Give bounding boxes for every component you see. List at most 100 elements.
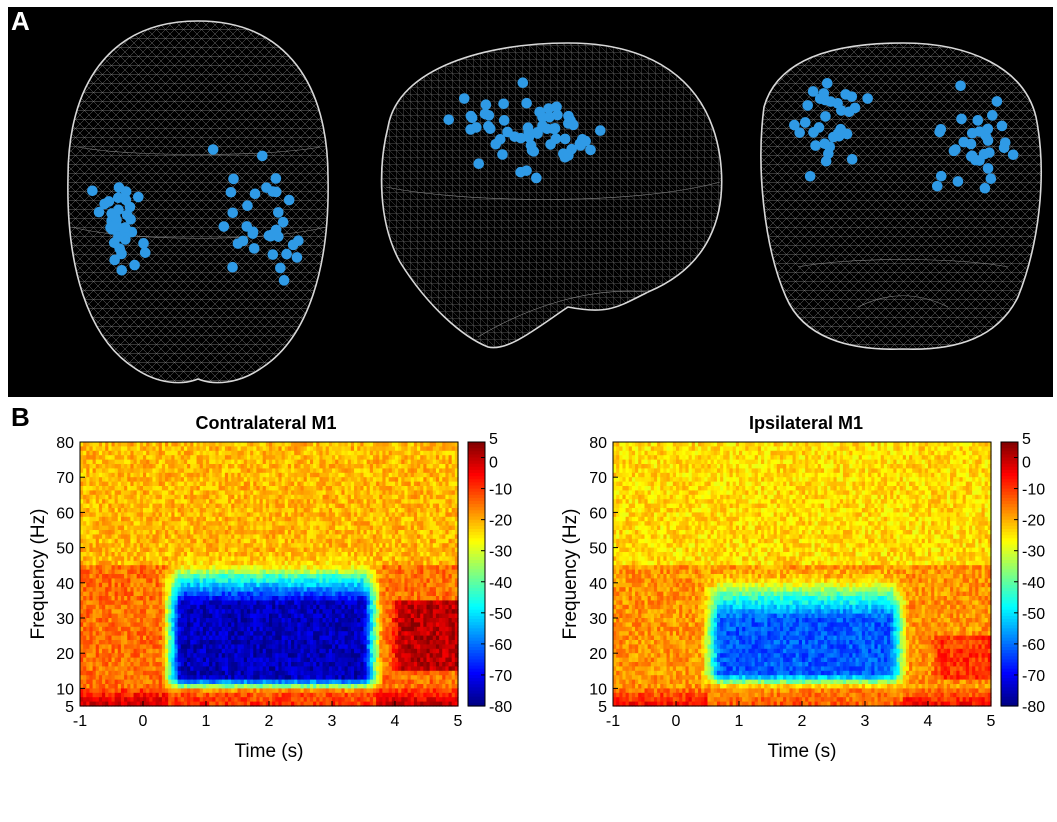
heatmap-cell — [86, 508, 91, 513]
heatmap-cell — [80, 679, 84, 685]
heatmap-cell — [108, 653, 113, 659]
electrode-dot — [522, 122, 534, 134]
heatmap-cell — [114, 701, 119, 707]
heatmap-cell — [80, 635, 84, 641]
heatmap-cell — [92, 472, 97, 478]
heatmap-cell — [83, 657, 87, 663]
heatmap-cell — [83, 675, 87, 681]
heatmap-cell — [111, 670, 116, 676]
heatmap-cell — [105, 631, 109, 637]
heatmap-cell — [114, 675, 119, 681]
heatmap-cell — [117, 508, 122, 513]
electrode-dot — [249, 188, 261, 200]
electrode-dot — [497, 149, 508, 160]
heatmap-cell — [111, 468, 116, 474]
electrode-dot — [517, 77, 529, 88]
heatmap-cell — [95, 472, 100, 478]
heatmap-cell — [89, 446, 94, 452]
heatmap-cell — [120, 631, 125, 637]
electrode-dot — [987, 110, 998, 121]
heatmap-cell — [95, 635, 100, 641]
heatmap-cell — [86, 490, 91, 496]
heatmap-cell — [105, 450, 109, 456]
heatmap-cell — [80, 648, 84, 654]
heatmap-cell — [98, 508, 103, 513]
heatmap-cell — [102, 552, 106, 557]
heatmap-cell — [83, 490, 87, 496]
heatmap-cell — [108, 684, 113, 689]
heatmap-cell — [117, 560, 122, 566]
heatmap-cell — [105, 481, 109, 487]
heatmap-cell — [92, 477, 97, 483]
heatmap-cell — [80, 472, 84, 478]
heatmap-cell — [83, 534, 87, 540]
heatmap-cell — [83, 653, 87, 659]
heatmap-cell — [83, 530, 87, 535]
heatmap-cell — [102, 547, 106, 553]
heatmap-cell — [98, 613, 103, 619]
heatmap-cell — [86, 635, 91, 641]
heatmap-cell — [80, 600, 84, 606]
heatmap-cell — [83, 670, 87, 676]
electrode-dot — [948, 145, 960, 157]
electrode-dot — [818, 88, 830, 99]
heatmap-cell — [114, 565, 119, 571]
heatmap-cell — [111, 574, 116, 579]
heatmap-cell — [95, 490, 100, 496]
heatmap-cell — [86, 675, 91, 681]
heatmap-cell — [80, 521, 84, 527]
heatmap-cell — [117, 446, 122, 452]
heatmap-cell — [89, 697, 94, 703]
electrode-dot — [465, 124, 476, 135]
heatmap-cell — [114, 490, 119, 496]
heatmap-cell — [98, 569, 103, 575]
panel-a-head-views — [8, 7, 1053, 397]
heatmap-cell — [114, 543, 119, 549]
electrode-dot — [998, 142, 1010, 154]
heatmap-cell — [98, 543, 103, 549]
heatmap-cell — [111, 464, 116, 469]
heatmap-cell — [83, 578, 87, 584]
heatmap-cell — [80, 675, 84, 681]
heatmap-cell — [95, 670, 100, 676]
heatmap-cell — [89, 679, 94, 685]
heatmap-cell — [117, 499, 122, 505]
electrode-dot — [531, 172, 542, 184]
heatmap-cell — [108, 565, 113, 571]
heatmap-cell — [120, 450, 125, 456]
heatmap-cell — [80, 684, 84, 689]
heatmap-cell — [108, 657, 113, 663]
heatmap-cell — [124, 464, 128, 469]
heatmap-cell — [108, 516, 113, 522]
heatmap-cell — [127, 468, 131, 474]
heatmap-cell — [114, 596, 119, 601]
heatmap-cell — [102, 569, 106, 575]
heatmap-cell — [117, 648, 122, 654]
heatmap-cell — [117, 472, 122, 478]
heatmap-cell — [95, 675, 100, 681]
heatmap-cell — [114, 618, 119, 623]
heatmap-cell — [127, 481, 131, 487]
electrode-dot — [804, 170, 816, 182]
heatmap-cell — [120, 657, 125, 663]
heatmap-cell — [102, 613, 106, 619]
heatmap-cell — [92, 503, 97, 509]
heatmap-cell — [102, 600, 106, 606]
electrode-dot — [263, 230, 275, 241]
heatmap-cell — [80, 644, 84, 650]
heatmap-cell — [80, 582, 84, 588]
heatmap-cell — [86, 530, 91, 535]
heatmap-cell — [102, 490, 106, 496]
electrode-dot — [138, 238, 149, 249]
heatmap-cell — [111, 697, 116, 703]
heatmap-cell — [80, 490, 84, 496]
heatmap-cell — [83, 503, 87, 509]
plot-title-contralateral: Contralateral M1 — [195, 413, 337, 433]
heatmap-cell — [120, 525, 125, 531]
heatmap-cell — [117, 569, 122, 575]
heatmap-cell — [105, 464, 109, 469]
heatmap-cell — [95, 560, 100, 566]
heatmap-cell — [98, 578, 103, 584]
heatmap-cell — [102, 618, 106, 623]
heatmap-cell — [86, 596, 91, 601]
